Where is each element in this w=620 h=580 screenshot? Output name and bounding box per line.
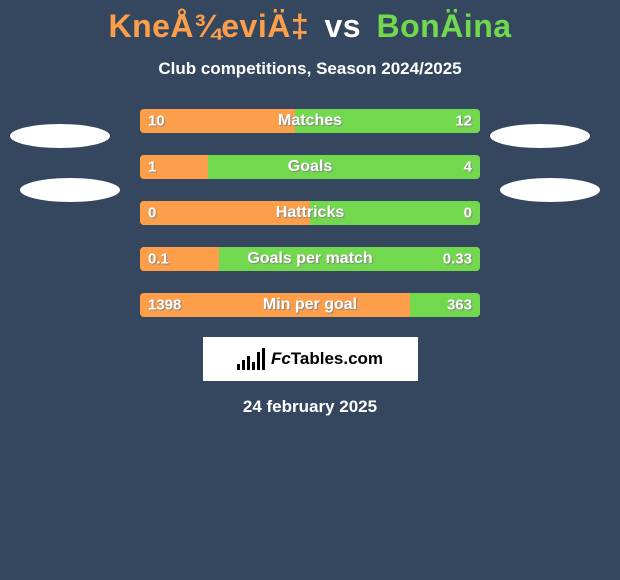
subtitle: Club competitions, Season 2024/2025 [0, 59, 620, 79]
stat-bar-left-value: 1398 [148, 297, 181, 314]
logo-bar-icon [247, 356, 250, 370]
date-label: 24 february 2025 [0, 397, 620, 417]
title-vs: vs [325, 8, 362, 44]
stat-bar-label: Hattricks [276, 204, 344, 222]
stat-bar-left-value: 0.1 [148, 251, 169, 268]
decorative-ellipse [490, 124, 590, 148]
stat-bar-label: Goals [288, 158, 332, 176]
logo-text: FcTables.com [271, 349, 383, 369]
decorative-ellipse [10, 124, 110, 148]
logo-text-fc: Fc [271, 349, 291, 368]
stat-bar-right-value: 4 [464, 159, 472, 176]
stat-bar-row: 0 0 Hattricks [140, 201, 480, 225]
stat-bar-right-value: 12 [455, 113, 472, 130]
stat-bar-row: 10 12 Matches [140, 109, 480, 133]
logo-bar-icon [242, 360, 245, 370]
logo-text-tables: Tables [291, 349, 344, 368]
stat-bar-right-value: 363 [447, 297, 472, 314]
decorative-ellipse [20, 178, 120, 202]
logo-bar-icon [237, 364, 240, 370]
stat-bar-right-value: 0 [464, 205, 472, 222]
page-root: KneÅ¾eviÄ‡ vs BonÄina Club competitions,… [0, 0, 620, 580]
stat-bar-label: Min per goal [263, 296, 357, 314]
stat-bar-row: 1 4 Goals [140, 155, 480, 179]
title-player1: KneÅ¾eviÄ‡ [108, 8, 309, 44]
stat-bar-label: Goals per match [247, 250, 372, 268]
logo-text-com: .com [343, 349, 383, 368]
stat-bar-row: 1398 363 Min per goal [140, 293, 480, 317]
stat-bar-right-value: 0.33 [443, 251, 472, 268]
logo-bar-icon [262, 348, 265, 370]
stat-bar-label: Matches [278, 112, 342, 130]
page-title: KneÅ¾eviÄ‡ vs BonÄina [0, 0, 620, 45]
stat-bar-right-fill [208, 155, 480, 179]
stat-bar-left-value: 0 [148, 205, 156, 222]
logo-bar-icon [252, 362, 255, 370]
stat-bar-row: 0.1 0.33 Goals per match [140, 247, 480, 271]
fctables-logo: FcTables.com [203, 337, 418, 381]
stat-bar-left-value: 10 [148, 113, 165, 130]
logo-bars-icon [237, 348, 265, 370]
stat-bar-left-value: 1 [148, 159, 156, 176]
logo-bar-icon [257, 352, 260, 370]
title-player2: BonÄina [376, 8, 511, 44]
decorative-ellipse [500, 178, 600, 202]
stat-bars: 10 12 Matches 1 4 Goals 0 0 Hattricks 0.1 0.33 Goal… [140, 109, 480, 317]
